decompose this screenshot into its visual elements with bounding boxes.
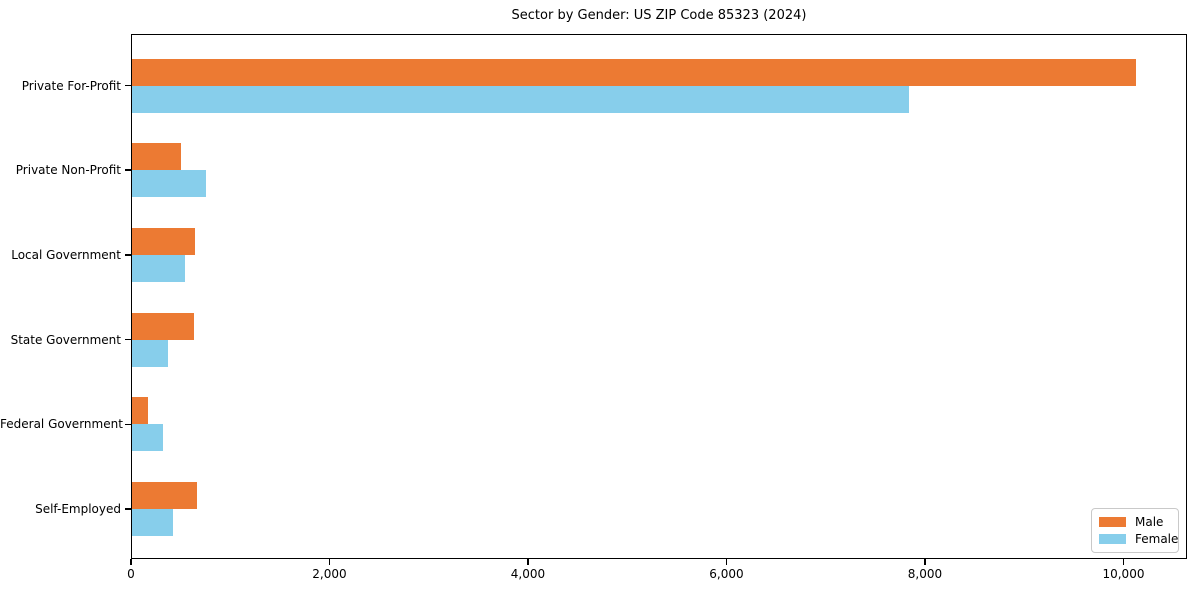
y-axis-tick [125,508,131,510]
y-axis-tick-label: State Government [10,332,121,347]
x-axis-tick-label: 10,000 [1102,567,1145,581]
x-axis-tick [130,559,132,565]
legend-swatch-female [1099,534,1126,544]
x-axis-tick [725,559,728,565]
y-axis-tick [125,338,131,341]
x-axis-tick [1122,559,1125,565]
y-axis-tick-label: Federal Government [0,417,123,432]
y-axis-tick [125,169,131,171]
bar-male-federal-government [131,397,149,425]
legend: Male Female [1091,508,1179,553]
bar-male-self-employed [131,482,197,509]
x-axis-tick-label: 2,000 [312,567,347,581]
bar-male-private-for-profit [131,58,1137,86]
x-axis-tick-label: 4,000 [510,567,546,581]
bar-female-state-government [131,339,168,367]
bar-male-private-non-profit [131,143,181,171]
bar-female-private-non-profit [131,170,207,198]
x-axis-tick-label: 0 [127,567,135,581]
bar-female-local-government [131,254,185,282]
y-axis-tick-label: Self-Employed [35,502,121,516]
legend-label-male: Male [1135,515,1164,529]
chart-title: Sector by Gender: US ZIP Code 85323 (202… [511,8,807,23]
y-axis-tick-label: Private For-Profit [21,78,121,93]
y-axis-tick-label: Local Government [11,247,121,262]
x-axis-tick [924,559,926,565]
bar-female-self-employed [131,509,174,536]
legend-label-female: Female [1135,532,1179,546]
y-axis-tick [125,423,131,426]
bar-male-local-government [131,227,195,255]
x-axis-tick-label: 8,000 [907,567,943,581]
legend-swatch-male [1099,517,1126,527]
y-axis-tick [125,254,131,256]
y-axis-tick [125,84,131,87]
plot-area [131,34,1187,559]
x-axis-tick [328,559,331,565]
bar-female-federal-government [131,424,164,452]
x-axis-tick-label: 6,000 [709,567,744,581]
x-axis-tick [527,559,529,565]
y-axis-tick-label: Private Non-Profit [15,163,121,178]
legend-entry-male: Male [1099,515,1171,529]
bar-female-private-for-profit [131,85,910,113]
legend-entry-female: Female [1099,532,1178,546]
bar-male-state-government [131,312,194,340]
